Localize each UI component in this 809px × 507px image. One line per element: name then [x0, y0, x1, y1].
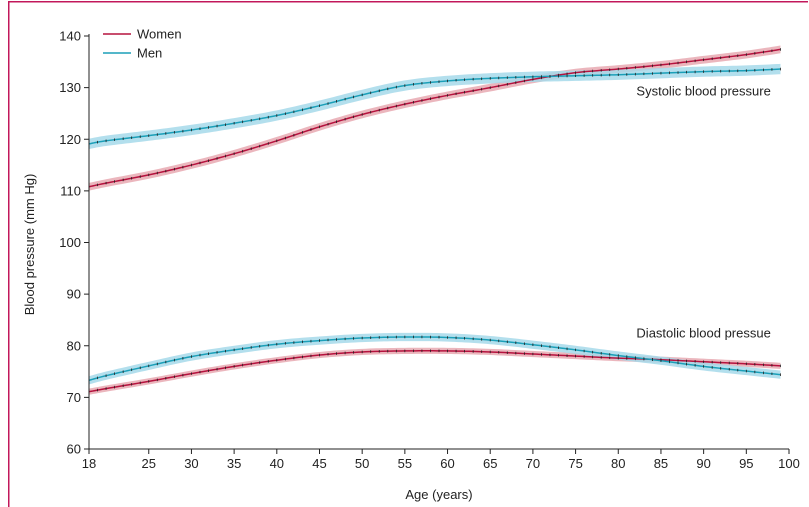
y-tick-label-80: 80: [67, 338, 81, 353]
line-men-diastolic: [88, 336, 781, 382]
markers-women-diastolic: [88, 349, 781, 393]
legend: Women Men: [103, 27, 182, 61]
x-tick-label-50: 50: [355, 456, 369, 471]
y-tick-label-60: 60: [67, 442, 81, 457]
x-axis-ticks: 18 25 30 35 40 45 50 55 60 65 70 75 80 85 90 95 100: [82, 449, 800, 471]
x-tick-label-90: 90: [696, 456, 710, 471]
y-axis-ticks: 60 70 80 90 100 110 120 130 140: [59, 29, 89, 457]
axes: 60 70 80 90 100 110 120 130 140 18 25 30 35 40 45 50 55…: [59, 29, 800, 472]
line-men-systolic: [88, 68, 781, 145]
y-tick-label-100: 100: [59, 235, 81, 250]
x-tick-label-35: 35: [227, 456, 241, 471]
x-tick-label-70: 70: [526, 456, 540, 471]
legend-label-women: Women: [137, 27, 182, 42]
x-tick-label-60: 60: [440, 456, 454, 471]
series-lines: [88, 48, 781, 393]
x-axis-label: Age (years): [405, 487, 472, 502]
x-tick-label-40: 40: [270, 456, 284, 471]
band-women-diastolic: [89, 347, 781, 395]
x-tick-label-85: 85: [654, 456, 668, 471]
figure-frame-top: [8, 1, 808, 3]
x-tick-label-30: 30: [184, 456, 198, 471]
y-tick-label-140: 140: [59, 29, 81, 44]
markers-men-systolic: [88, 67, 781, 146]
line-women-systolic: [88, 48, 781, 188]
y-axis-label: Blood pressure (mm Hg): [22, 174, 37, 316]
band-women-systolic: [89, 45, 781, 191]
x-tick-label-55: 55: [398, 456, 412, 471]
y-tick-label-130: 130: [59, 80, 81, 95]
x-tick-label-75: 75: [568, 456, 582, 471]
x-tick-label-100: 100: [778, 456, 800, 471]
figure-frame-left: [8, 1, 10, 507]
x-tick-label-18: 18: [82, 456, 96, 471]
y-tick-label-90: 90: [67, 287, 81, 302]
y-tick-label-120: 120: [59, 132, 81, 147]
legend-label-men: Men: [137, 46, 162, 61]
y-tick-label-110: 110: [60, 183, 81, 198]
markers-women-systolic: [88, 48, 781, 189]
x-tick-label-65: 65: [483, 456, 497, 471]
x-tick-label-80: 80: [611, 456, 625, 471]
y-tick-label-70: 70: [67, 390, 81, 405]
annotation-systolic: Systolic blood pressure: [636, 83, 770, 98]
x-tick-label-45: 45: [312, 456, 326, 471]
x-tick-label-95: 95: [739, 456, 753, 471]
annotation-diastolic: Diastolic blood pressue: [636, 325, 770, 340]
line-women-diastolic: [88, 350, 781, 393]
band-men-systolic: [89, 63, 781, 150]
x-tick-label-25: 25: [142, 456, 156, 471]
